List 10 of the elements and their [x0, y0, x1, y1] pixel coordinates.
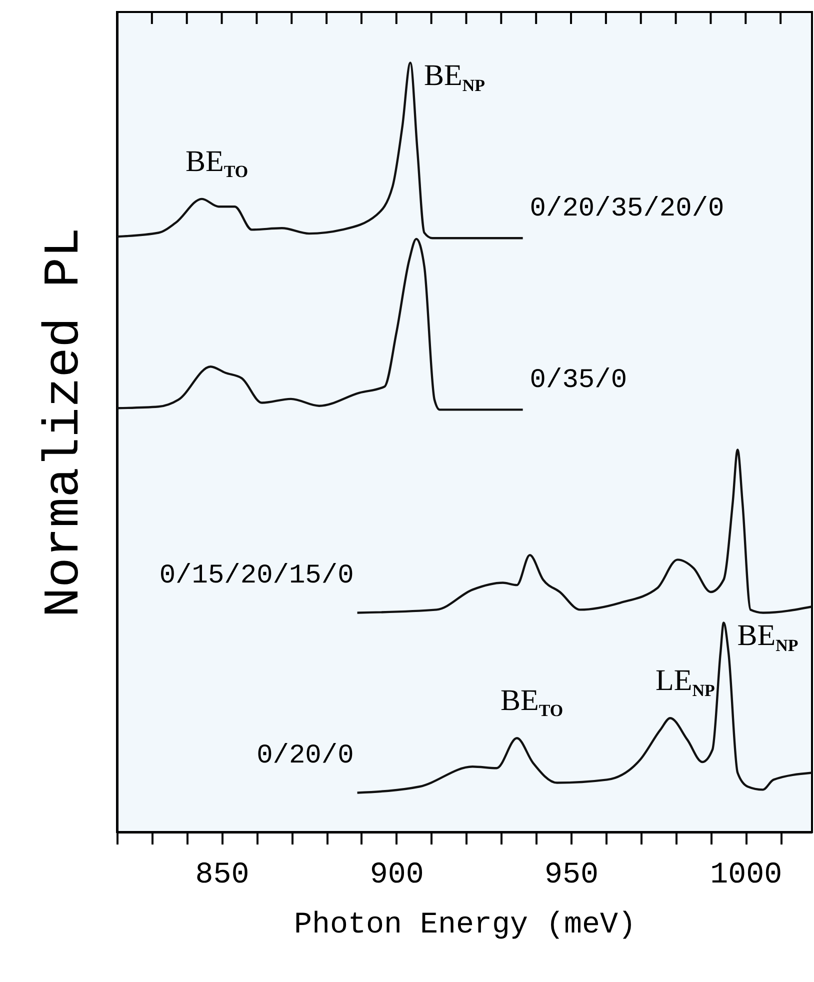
series-label: 0/35/0	[530, 366, 628, 396]
x-tick-label: 1000	[710, 858, 782, 892]
x-tick-label: 950	[544, 858, 599, 892]
x-tick-label: 850	[195, 858, 250, 892]
y-axis-title: Normalized PL	[36, 227, 94, 618]
series-label: 0/20/0	[256, 741, 354, 772]
series-label: 0/20/35/20/0	[530, 194, 724, 224]
x-tick-label: 900	[370, 858, 424, 892]
series-label: 0/15/20/15/0	[159, 561, 354, 592]
x-axis-title: Photon Energy (meV)	[294, 908, 636, 942]
